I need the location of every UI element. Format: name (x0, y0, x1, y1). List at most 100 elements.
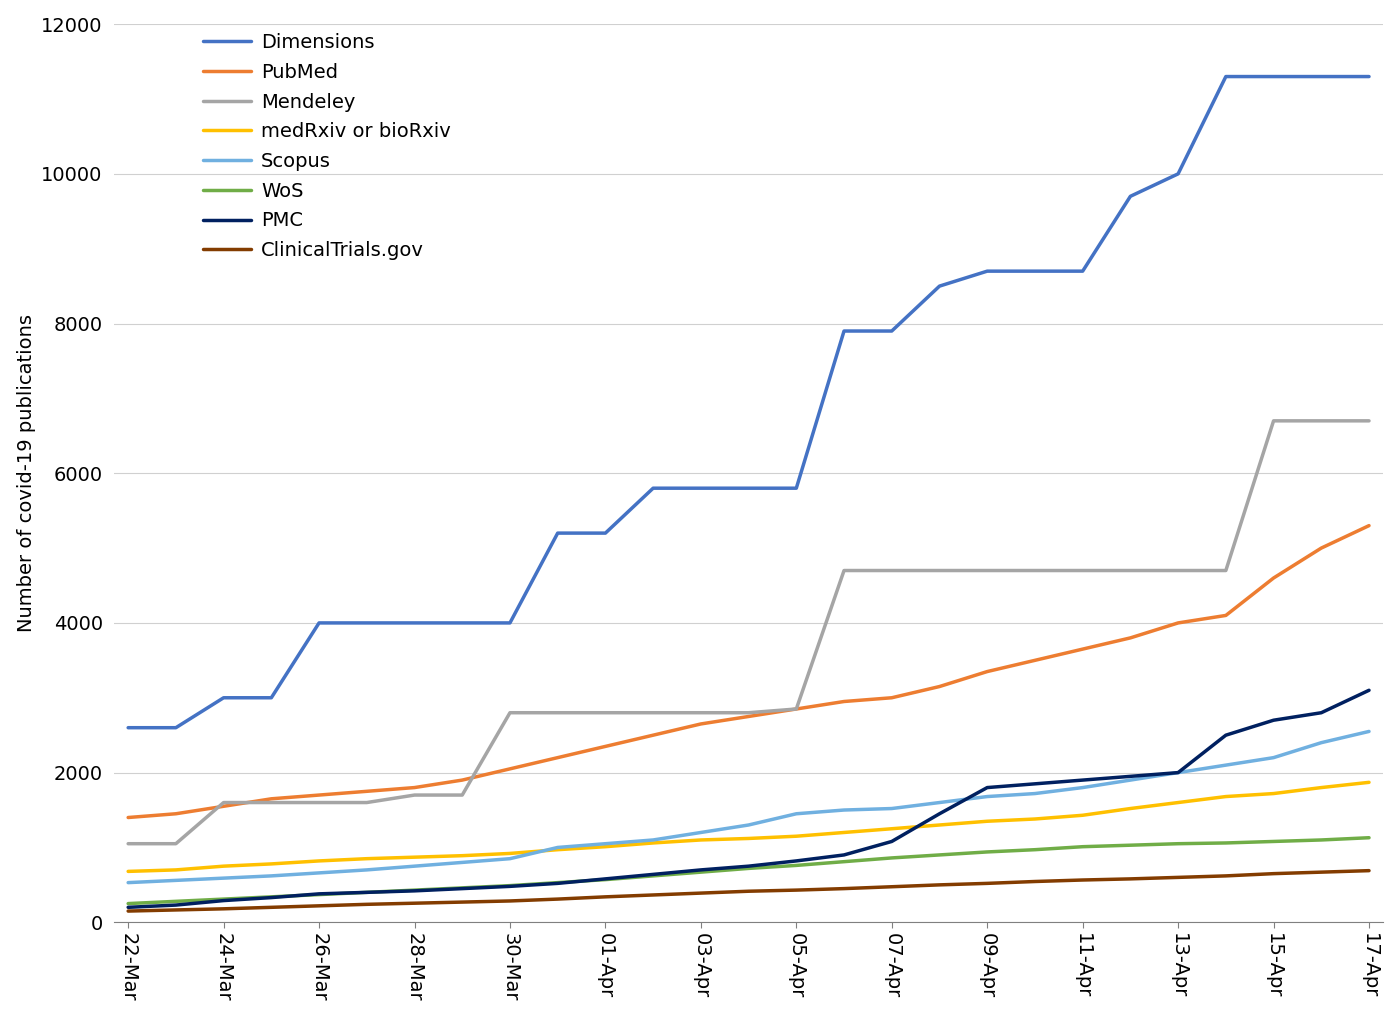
medRxiv or bioRxiv (741, 833, 757, 845)
Legend: Dimensions, PubMed, Mendeley, medRxiv or bioRxiv, Scopus, WoS, PMC, ClinicalTria: Dimensions, PubMed, Mendeley, medRxiv or… (203, 34, 451, 260)
medRxiv or bioRxiv (358, 852, 375, 864)
PubMed (883, 691, 900, 703)
WoS (979, 846, 995, 858)
WoS (788, 859, 805, 871)
medRxiv or bioRxiv (883, 823, 900, 835)
Dimensions (454, 617, 470, 629)
Mendeley (1266, 414, 1282, 427)
PubMed (1026, 655, 1043, 667)
Mendeley (1074, 564, 1091, 576)
Dimensions (406, 617, 423, 629)
Dimensions (741, 483, 757, 495)
ClinicalTrials.gov (1121, 872, 1138, 885)
medRxiv or bioRxiv (406, 851, 423, 863)
PubMed (501, 762, 518, 775)
WoS (1026, 844, 1043, 856)
medRxiv or bioRxiv (1218, 790, 1235, 802)
Scopus (168, 874, 185, 887)
Mendeley (358, 796, 375, 808)
PubMed (168, 807, 185, 819)
Line: Scopus: Scopus (129, 732, 1369, 883)
Line: Dimensions: Dimensions (129, 76, 1369, 728)
PMC (693, 864, 710, 876)
Scopus (1313, 737, 1330, 749)
Mendeley (1170, 564, 1187, 576)
WoS (216, 893, 232, 905)
PMC (120, 901, 137, 913)
PMC (1074, 774, 1091, 786)
Dimensions (979, 265, 995, 277)
PMC (168, 899, 185, 911)
PMC (1361, 684, 1378, 696)
medRxiv or bioRxiv (979, 815, 995, 828)
ClinicalTrials.gov (931, 879, 948, 891)
WoS (263, 891, 280, 903)
PubMed (1218, 610, 1235, 622)
Scopus (883, 802, 900, 814)
Dimensions (216, 691, 232, 703)
PubMed (931, 680, 948, 692)
ClinicalTrials.gov (168, 904, 185, 916)
Scopus (263, 869, 280, 882)
PMC (1121, 771, 1138, 783)
WoS (836, 855, 853, 867)
Scopus (979, 790, 995, 802)
PMC (1313, 706, 1330, 719)
PMC (263, 892, 280, 904)
ClinicalTrials.gov (836, 883, 853, 895)
PubMed (406, 782, 423, 794)
Scopus (501, 852, 518, 864)
Scopus (406, 860, 423, 872)
Scopus (788, 807, 805, 819)
Dimensions (645, 483, 662, 495)
PMC (741, 860, 757, 872)
WoS (1218, 837, 1235, 849)
WoS (931, 849, 948, 861)
ClinicalTrials.gov (1218, 869, 1235, 882)
WoS (693, 866, 710, 879)
Mendeley (216, 796, 232, 808)
ClinicalTrials.gov (1170, 871, 1187, 884)
Dimensions (1170, 168, 1187, 180)
Dimensions (836, 325, 853, 337)
Scopus (1218, 759, 1235, 772)
WoS (741, 862, 757, 874)
ClinicalTrials.gov (311, 900, 328, 912)
Mendeley (120, 838, 137, 850)
PubMed (693, 718, 710, 730)
PubMed (836, 695, 853, 708)
WoS (501, 880, 518, 892)
medRxiv or bioRxiv (836, 827, 853, 839)
ClinicalTrials.gov (1026, 875, 1043, 888)
PubMed (454, 774, 470, 786)
PMC (311, 888, 328, 900)
medRxiv or bioRxiv (1121, 802, 1138, 814)
Mendeley (931, 564, 948, 576)
ClinicalTrials.gov (454, 896, 470, 908)
Dimensions (501, 617, 518, 629)
medRxiv or bioRxiv (1170, 796, 1187, 808)
Dimensions (1026, 265, 1043, 277)
Mendeley (693, 706, 710, 719)
Scopus (454, 856, 470, 868)
PubMed (1266, 572, 1282, 584)
Dimensions (931, 280, 948, 292)
Scopus (1361, 726, 1378, 738)
Mendeley (979, 564, 995, 576)
PubMed (216, 800, 232, 812)
medRxiv or bioRxiv (454, 850, 470, 862)
Mendeley (788, 702, 805, 715)
WoS (645, 869, 662, 882)
PubMed (1121, 632, 1138, 644)
PMC (358, 887, 375, 899)
WoS (168, 895, 185, 907)
Dimensions (263, 691, 280, 703)
WoS (1121, 839, 1138, 851)
Dimensions (120, 722, 137, 734)
Line: WoS: WoS (129, 838, 1369, 904)
Scopus (1026, 788, 1043, 800)
PMC (883, 836, 900, 848)
Mendeley (168, 838, 185, 850)
PMC (216, 895, 232, 907)
Dimensions (311, 617, 328, 629)
